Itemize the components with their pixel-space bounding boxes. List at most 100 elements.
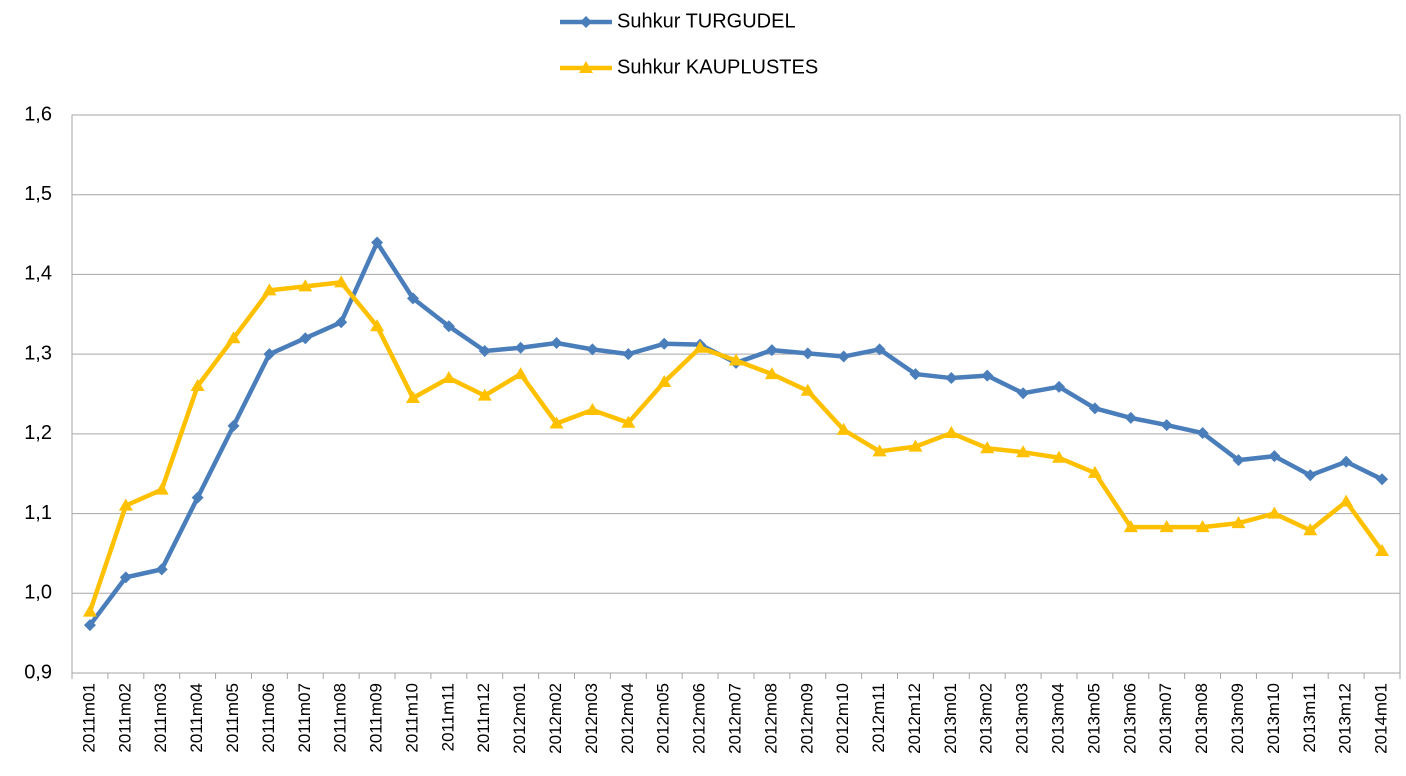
x-tick-label: 2011m01: [79, 683, 98, 753]
marker: [1087, 465, 1102, 478]
marker: [1088, 402, 1101, 415]
marker: [514, 341, 527, 354]
y-tick-label: 1,0: [24, 582, 52, 604]
x-tick-label: 2012m02: [546, 683, 565, 754]
x-tick-label: 2012m04: [618, 683, 637, 754]
marker: [155, 563, 168, 576]
marker: [585, 402, 600, 415]
marker: [1339, 494, 1354, 507]
x-tick-label: 2011m05: [223, 683, 242, 753]
marker: [262, 283, 277, 296]
legend-label: Suhkur TURGUDEL: [617, 10, 796, 32]
marker: [836, 422, 851, 435]
marker: [944, 426, 959, 439]
x-tick-label: 2013m01: [941, 683, 960, 754]
x-tick-label: 2013m10: [1264, 683, 1283, 754]
marker: [406, 292, 419, 305]
x-tick-label: 2012m05: [654, 683, 673, 754]
marker: [477, 388, 492, 401]
marker: [1267, 506, 1282, 519]
y-tick-label: 1,2: [24, 422, 52, 444]
marker: [1160, 419, 1173, 432]
marker: [981, 369, 994, 382]
x-tick-label: 2011m02: [115, 683, 134, 753]
marker: [1159, 520, 1174, 533]
marker: [579, 61, 593, 73]
x-tick-label: 2012m10: [833, 683, 852, 754]
marker: [1231, 516, 1246, 529]
marker: [693, 340, 708, 353]
marker: [191, 491, 204, 504]
marker: [82, 604, 97, 617]
marker: [227, 419, 240, 432]
marker: [1304, 469, 1317, 482]
marker: [190, 379, 205, 392]
x-tick-label: 2012m09: [797, 683, 816, 754]
x-tick-label: 2011m11: [438, 683, 457, 751]
y-tick-label: 0,9: [24, 661, 52, 683]
x-tick-label: 2011m06: [259, 683, 278, 753]
x-tick-label: 2012m12: [905, 683, 924, 754]
y-tick-label: 1,5: [24, 183, 52, 205]
y-tick-label: 1,4: [24, 263, 52, 285]
marker: [1123, 520, 1138, 533]
y-tick-label: 1,6: [24, 103, 52, 125]
marker: [118, 498, 133, 511]
marker: [83, 619, 96, 632]
x-tick-label: 2011m04: [187, 683, 206, 753]
line: [87, 280, 1384, 613]
marker: [442, 320, 455, 333]
x-tick-label: 2013m02: [977, 683, 996, 754]
x-tick-label: 2011m08: [331, 683, 350, 753]
x-tick-label: 2013m04: [1049, 683, 1068, 754]
marker: [1196, 427, 1209, 440]
x-tick-label: 2012m03: [582, 683, 601, 754]
marker: [1053, 380, 1066, 393]
plot-frame: [71, 114, 1401, 674]
marker: [945, 372, 958, 385]
x-tick-label: 2013m06: [1120, 683, 1139, 754]
marker: [370, 319, 385, 332]
x-tick-label: 2011m09: [367, 683, 386, 753]
marker: [1195, 520, 1210, 533]
marker: [441, 371, 456, 384]
x-tick-label: 2013m12: [1336, 683, 1355, 754]
marker: [263, 348, 276, 361]
marker: [226, 331, 241, 344]
marker: [405, 390, 420, 403]
marker: [119, 571, 132, 584]
marker: [1340, 455, 1353, 468]
y-tick-label: 1,1: [24, 502, 52, 524]
marker: [580, 16, 592, 28]
marker: [764, 367, 779, 380]
marker: [1124, 411, 1137, 424]
marker: [549, 416, 564, 429]
x-tick-label: 2012m01: [510, 683, 529, 754]
marker: [658, 337, 671, 350]
marker: [550, 336, 563, 349]
marker: [908, 439, 923, 452]
marker: [371, 236, 384, 249]
marker: [837, 350, 850, 363]
x-tick-label: 2013m03: [1013, 683, 1032, 754]
marker: [1268, 450, 1281, 463]
marker: [1052, 450, 1067, 463]
marker: [1016, 445, 1031, 458]
marker: [872, 444, 887, 457]
legend-label: Suhkur KAUPLUSTES: [617, 56, 818, 78]
marker: [513, 367, 528, 380]
x-tick-label: 2011m07: [295, 683, 314, 753]
y-tick-label: 1,3: [24, 342, 52, 364]
x-tick-label: 2013m08: [1192, 683, 1211, 754]
marker: [1232, 454, 1245, 467]
marker: [299, 332, 312, 345]
marker: [586, 343, 599, 356]
x-tick-label: 2012m06: [690, 683, 709, 754]
marker: [621, 415, 636, 428]
x-tick-label: 2013m07: [1156, 683, 1175, 754]
marker: [298, 279, 313, 292]
marker: [1375, 544, 1390, 557]
marker: [154, 482, 169, 495]
x-tick-label: 2011m10: [402, 683, 421, 753]
